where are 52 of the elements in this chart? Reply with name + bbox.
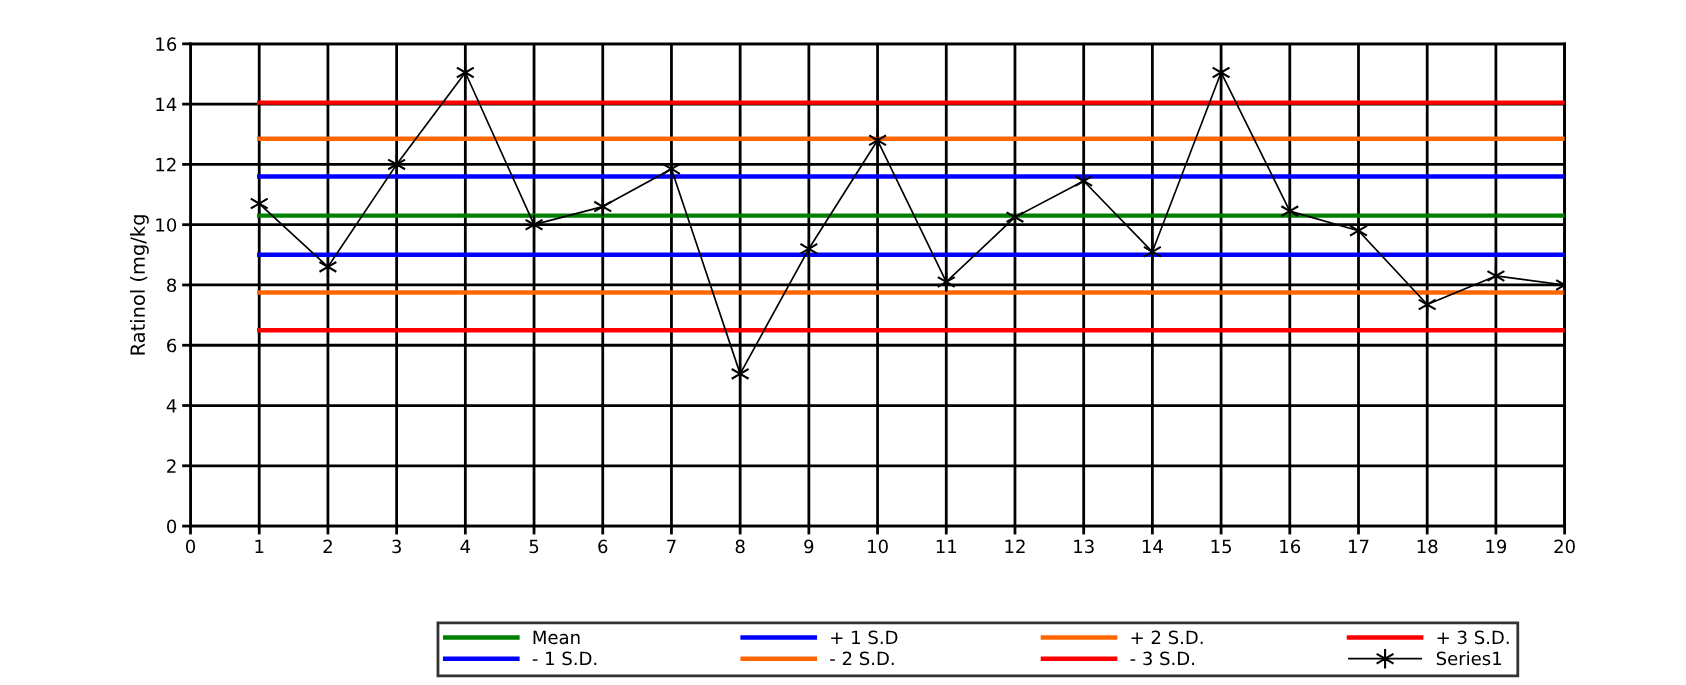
x-tick-label: 15 (1211, 539, 1231, 554)
y-tick-label: 6 (167, 338, 177, 353)
x-tick-label: 0 (185, 539, 196, 554)
point (1417, 293, 1437, 316)
point (730, 363, 750, 385)
x-tick-label: 12 (1005, 539, 1025, 553)
legend-label: Mean (533, 630, 580, 645)
x-tick-label: 9 (804, 539, 814, 554)
x-tick-label: 5 (529, 539, 539, 554)
x-tick-label: 16 (1280, 539, 1301, 554)
y-tick-label: 10 (156, 218, 177, 232)
legend-label: - 3 S.D. (1130, 651, 1194, 666)
point (1486, 265, 1506, 287)
y-tick-label: 8 (167, 278, 177, 293)
point (318, 256, 338, 278)
y-tick-label: 4 (166, 399, 177, 413)
point (661, 158, 681, 180)
legend-label: + 3 S.D. (1437, 630, 1509, 645)
legend-label: - 2 S.D. (830, 651, 894, 666)
x-tick-label: 14 (1142, 539, 1163, 553)
x-tick-label: 18 (1417, 539, 1438, 554)
point (1005, 206, 1025, 228)
x-tick-label: 1 (255, 539, 264, 553)
point (936, 271, 956, 293)
x-tick-label: 8 (735, 539, 745, 554)
x-tick-label: 3 (392, 539, 401, 554)
x-tick-label: 10 (868, 539, 888, 554)
x-tick-label: 17 (1348, 539, 1369, 553)
legend-label: + 1 S.D (831, 630, 898, 645)
y-tick-label: 16 (156, 37, 177, 51)
legend-label: + 2 S.D. (1131, 630, 1203, 645)
x-tick-label: 2 (323, 539, 332, 553)
x-tick-label: 4 (460, 539, 471, 553)
y-axis-title: Ratinol (mg/kg (129, 215, 149, 355)
point (249, 192, 269, 215)
x-tick-label: 19 (1486, 539, 1507, 554)
x-tick-label: 11 (936, 539, 957, 553)
legend-label: - 1 S.D. (532, 651, 597, 666)
point (1349, 219, 1368, 242)
y-tick-label: 12 (156, 157, 176, 172)
x-tick-label: 13 (1074, 539, 1094, 554)
legend-label: Series1 (1436, 651, 1501, 666)
y-tick-label: 14 (156, 97, 177, 111)
y-tick-label: 2 (167, 459, 176, 473)
y-tick-label: 0 (167, 519, 177, 534)
x-tick-label: 6 (598, 539, 608, 554)
point (455, 61, 475, 84)
x-tick-label: 20 (1554, 539, 1575, 554)
point (1142, 241, 1162, 263)
x-tick-label: 7 (667, 539, 676, 553)
point (1280, 200, 1300, 222)
point (799, 238, 819, 260)
